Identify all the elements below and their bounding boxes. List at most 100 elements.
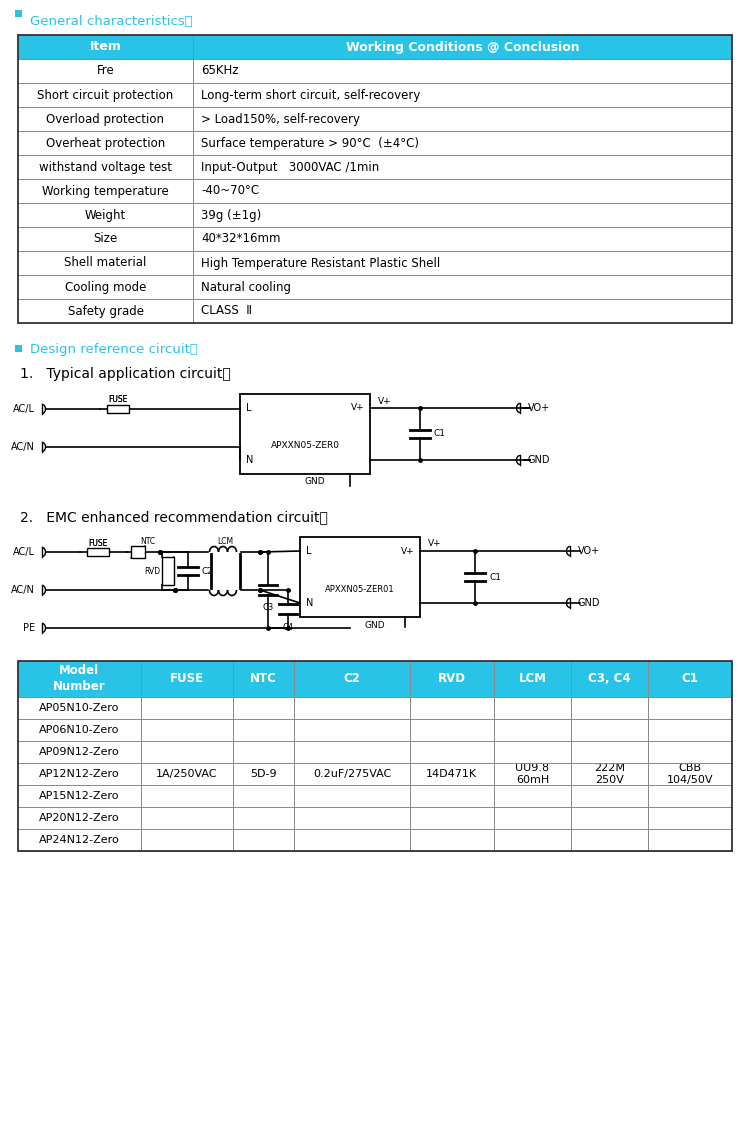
Text: Short circuit protection: Short circuit protection	[38, 89, 173, 101]
Bar	[18, 107, 732, 130]
Text: FUSE: FUSE	[108, 396, 128, 405]
Text: withstand voltage test: withstand voltage test	[39, 161, 172, 173]
Bar	[18, 155, 732, 179]
Text: 1A/250VAC: 1A/250VAC	[156, 770, 218, 778]
Bar	[18, 58, 732, 83]
Bar	[18, 35, 732, 323]
Text: VO+: VO+	[578, 546, 600, 556]
Text: Shell material: Shell material	[64, 256, 147, 270]
Bar	[87, 548, 109, 556]
Bar	[162, 557, 174, 585]
Text: GND: GND	[578, 598, 601, 608]
Text: 1.   Typical application circuit：: 1. Typical application circuit：	[20, 367, 231, 381]
Text: Overload protection: Overload protection	[46, 112, 164, 126]
Text: C3, C4: C3, C4	[588, 673, 631, 685]
Text: L: L	[306, 546, 311, 556]
Text: Natural cooling: Natural cooling	[201, 280, 291, 294]
Text: PE: PE	[22, 623, 35, 633]
Text: AP05N10-Zero: AP05N10-Zero	[39, 703, 119, 713]
Text: AP20N12-Zero: AP20N12-Zero	[39, 813, 120, 824]
Text: N: N	[306, 598, 314, 608]
Text: UU9.8
60mH: UU9.8 60mH	[515, 763, 550, 785]
Text: Cooling mode: Cooling mode	[64, 280, 146, 294]
Bar	[18, 202, 732, 227]
Bar	[18, 719, 732, 741]
Text: N: N	[246, 455, 254, 465]
Text: AP24N12-Zero: AP24N12-Zero	[39, 835, 120, 845]
Text: FUSE: FUSE	[88, 539, 108, 548]
Bar	[18, 662, 732, 850]
Text: -40~70°C: -40~70°C	[201, 184, 260, 198]
Text: AC/L: AC/L	[13, 404, 35, 414]
Text: AC/N: AC/N	[11, 585, 35, 595]
Text: 65KHz: 65KHz	[201, 64, 238, 78]
Text: C2: C2	[202, 567, 214, 576]
Text: C4: C4	[283, 622, 293, 631]
Text: Model
Number: Model Number	[53, 665, 106, 693]
Text: Size: Size	[93, 233, 118, 245]
Text: AP06N10-Zero: AP06N10-Zero	[39, 724, 119, 735]
Bar	[18, 274, 732, 299]
Bar	[18, 662, 732, 698]
Text: 39g (±1g): 39g (±1g)	[201, 208, 261, 222]
Bar	[18, 227, 732, 251]
Text: Weight: Weight	[85, 208, 126, 222]
Text: Input-Output   3000VAC /1min: Input-Output 3000VAC /1min	[201, 161, 380, 173]
Text: Working temperature: Working temperature	[42, 184, 169, 198]
Text: CBB
104/50V: CBB 104/50V	[667, 763, 713, 785]
Text: FUSE: FUSE	[170, 673, 204, 685]
Text: Surface temperature > 90°C  (±4°C): Surface temperature > 90°C (±4°C)	[201, 136, 419, 150]
Bar	[15, 345, 22, 352]
Text: AP15N12-Zero: AP15N12-Zero	[39, 791, 120, 801]
Text: FUSE: FUSE	[88, 539, 108, 548]
Text: 0.2uF/275VAC: 0.2uF/275VAC	[313, 770, 391, 778]
Text: RVD: RVD	[144, 567, 160, 576]
Text: > Load150%, self-recovery: > Load150%, self-recovery	[201, 112, 360, 126]
Text: Long-term short circuit, self-recovery: Long-term short circuit, self-recovery	[201, 89, 420, 101]
Bar	[18, 785, 732, 807]
Text: C1: C1	[489, 573, 501, 582]
Text: 2.   EMC enhanced recommendation circuit：: 2. EMC enhanced recommendation circuit：	[20, 510, 328, 524]
Text: NTC: NTC	[251, 673, 277, 685]
Text: 40*32*16mm: 40*32*16mm	[201, 233, 280, 245]
Text: FUSE: FUSE	[108, 396, 128, 405]
Bar	[18, 251, 732, 274]
Bar	[15, 10, 22, 17]
Bar	[18, 807, 732, 829]
Text: LCM: LCM	[518, 673, 547, 685]
Text: C1: C1	[434, 430, 446, 439]
Text: Working Conditions @ Conclusion: Working Conditions @ Conclusion	[346, 40, 579, 54]
Bar	[240, 394, 370, 474]
Text: V+: V+	[351, 404, 365, 413]
Bar	[131, 546, 145, 558]
Text: Item: Item	[89, 40, 122, 54]
Text: AP09N12-Zero: AP09N12-Zero	[39, 747, 120, 757]
Bar	[18, 741, 732, 763]
Text: 14D471K: 14D471K	[426, 770, 477, 778]
Bar	[18, 698, 732, 719]
Text: GND: GND	[304, 477, 326, 486]
Text: C2: C2	[344, 673, 361, 685]
Text: NTC: NTC	[140, 537, 155, 546]
Text: V+: V+	[378, 396, 392, 405]
Text: APXXN05-ZER01: APXXN05-ZER01	[326, 585, 394, 594]
Text: CLASS  Ⅱ: CLASS Ⅱ	[201, 305, 252, 317]
Text: LCM: LCM	[217, 538, 233, 547]
Text: VO+: VO+	[528, 403, 550, 413]
Text: RVD: RVD	[438, 673, 466, 685]
Bar	[300, 537, 420, 617]
Bar	[18, 763, 732, 785]
Text: GND: GND	[528, 455, 550, 465]
Text: V+: V+	[401, 547, 415, 556]
Text: High Temperature Resistant Plastic Shell: High Temperature Resistant Plastic Shell	[201, 256, 440, 270]
Text: GND: GND	[364, 621, 386, 630]
Text: Fre: Fre	[97, 64, 114, 78]
Text: V+: V+	[428, 540, 442, 549]
Text: General characteristics：: General characteristics：	[30, 15, 193, 28]
Bar	[18, 829, 732, 850]
Text: AC/N: AC/N	[11, 442, 35, 452]
Bar	[18, 130, 732, 155]
Bar	[107, 405, 129, 413]
Text: AP12N12-Zero: AP12N12-Zero	[39, 770, 120, 778]
Text: Safety grade: Safety grade	[68, 305, 143, 317]
